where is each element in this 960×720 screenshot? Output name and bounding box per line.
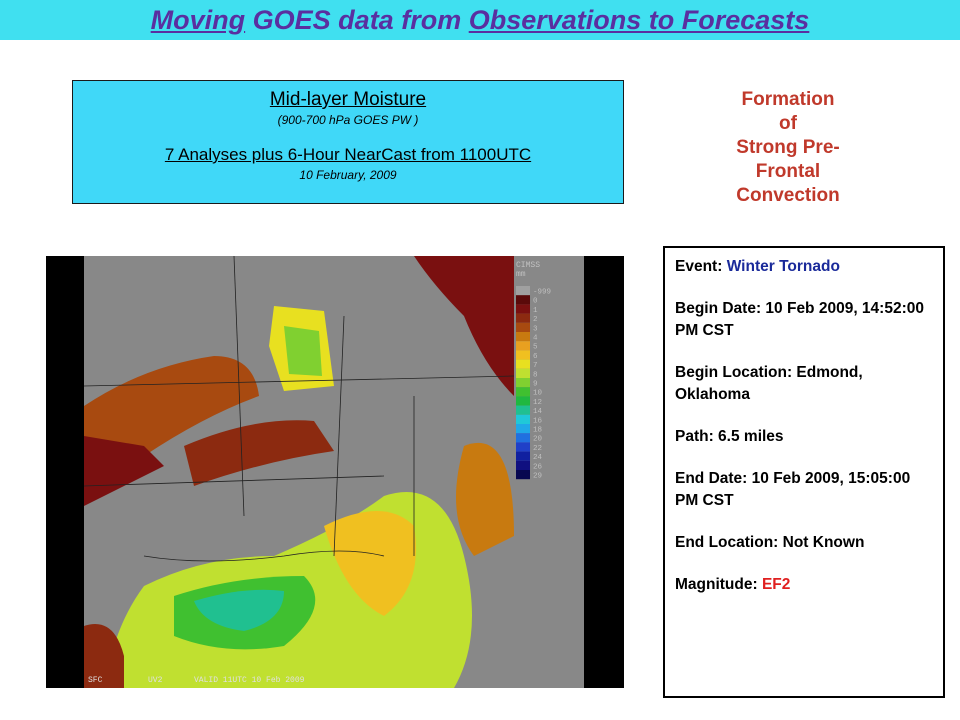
moisture-layer: (900-700 hPa GOES PW ) bbox=[73, 113, 623, 127]
legend-label: 2 bbox=[533, 316, 538, 324]
legend-swatch bbox=[516, 433, 530, 442]
legend-swatch bbox=[516, 360, 530, 369]
legend-swatch bbox=[516, 341, 530, 350]
end-date: End Date: 10 Feb 2009, 15:05:00 PM CST bbox=[675, 468, 933, 512]
event-line: Event: Winter Tornado bbox=[675, 256, 933, 278]
moisture-map: CIMSS mm -999 0 1 2 3 4 5 6 7 8 9 10 12 14 16 18 20 22 24 2… bbox=[84, 256, 584, 688]
legend-swatch bbox=[516, 396, 530, 405]
legend-label: 20 bbox=[533, 436, 543, 444]
legend-label: 24 bbox=[533, 454, 543, 462]
legend-swatch bbox=[516, 378, 530, 387]
legend-swatch bbox=[516, 323, 530, 332]
end-location: End Location: Not Known bbox=[675, 532, 933, 554]
begin-date: Begin Date: 10 Feb 2009, 14:52:00 PM CST bbox=[675, 298, 933, 342]
event-info-box: Event: Winter Tornado Begin Date: 10 Feb… bbox=[663, 246, 945, 698]
legend-header-mm: mm bbox=[516, 270, 526, 279]
formation-line-1: Formation bbox=[690, 88, 886, 112]
legend-label: 7 bbox=[533, 362, 538, 370]
map-footer-uv2: UV2 bbox=[148, 676, 163, 685]
legend-label: 4 bbox=[533, 335, 538, 343]
magnitude-value: EF2 bbox=[762, 576, 790, 593]
map-footer-sfc: SFC bbox=[88, 676, 103, 685]
legend-swatch bbox=[516, 286, 530, 295]
legend-header-cimss: CIMSS bbox=[516, 261, 540, 270]
analysis-date: 10 February, 2009 bbox=[73, 168, 623, 182]
legend-label: 14 bbox=[533, 408, 543, 416]
legend-swatch bbox=[516, 452, 530, 461]
legend-swatch bbox=[516, 415, 530, 424]
legend-swatch bbox=[516, 387, 530, 396]
formation-caption: Formation of Strong Pre- Frontal Convect… bbox=[690, 88, 886, 208]
moisture-caption-box: Mid-layer Moisture (900-700 hPa GOES PW … bbox=[72, 80, 624, 204]
moisture-region-lakes-inner bbox=[284, 326, 322, 376]
legend-label: 6 bbox=[533, 353, 538, 361]
legend-swatch bbox=[516, 350, 530, 359]
event-label: Event: bbox=[675, 258, 727, 275]
magnitude-line: Magnitude: EF2 bbox=[675, 574, 933, 596]
legend-label: 10 bbox=[533, 390, 543, 398]
legend-label: 1 bbox=[533, 307, 538, 315]
formation-line-3: Strong Pre- bbox=[690, 136, 886, 160]
legend-label: 8 bbox=[533, 371, 538, 379]
slide-title: Moving GOES data from Observations to Fo… bbox=[0, 0, 960, 40]
analyses-description: 7 Analyses plus 6-Hour NearCast from 110… bbox=[73, 145, 623, 165]
legend-swatch bbox=[516, 314, 530, 323]
legend-swatch bbox=[516, 442, 530, 451]
legend-label: 3 bbox=[533, 325, 538, 333]
legend-label: 18 bbox=[533, 427, 542, 435]
moisture-title: Mid-layer Moisture bbox=[73, 89, 623, 111]
legend-label: 22 bbox=[533, 445, 542, 453]
formation-line-4: Frontal bbox=[690, 160, 886, 184]
title-part-obs-forecasts: Observations to Forecasts bbox=[469, 5, 810, 35]
legend-label: 16 bbox=[533, 417, 543, 425]
legend-label: 0 bbox=[533, 298, 538, 306]
legend-swatch bbox=[516, 295, 530, 304]
title-bar: Moving GOES data from Observations to Fo… bbox=[0, 0, 960, 40]
magnitude-label: Magnitude: bbox=[675, 576, 762, 593]
legend-label: 29 bbox=[533, 473, 542, 481]
legend-label: 9 bbox=[533, 381, 538, 389]
map-footer-valid: VALID 11UTC 10 Feb 2009 bbox=[194, 676, 305, 685]
event-value: Winter Tornado bbox=[727, 258, 840, 275]
legend-swatch bbox=[516, 304, 530, 313]
begin-location: Begin Location: Edmond, Oklahoma bbox=[675, 362, 933, 406]
legend-swatch bbox=[516, 406, 530, 415]
legend-swatch bbox=[516, 461, 530, 470]
legend-swatch bbox=[516, 424, 530, 433]
legend-swatch bbox=[516, 470, 530, 479]
title-part-moving: Moving bbox=[151, 5, 246, 35]
legend-swatch bbox=[516, 332, 530, 341]
legend-label: 5 bbox=[533, 344, 538, 352]
formation-line-5: Convection bbox=[690, 184, 886, 208]
legend-label: -999 bbox=[533, 289, 551, 297]
legend-label: 12 bbox=[533, 399, 542, 407]
formation-line-2: of bbox=[690, 112, 886, 136]
legend-label: 26 bbox=[533, 463, 543, 471]
path-length: Path: 6.5 miles bbox=[675, 426, 933, 448]
title-part-middle: GOES data from bbox=[245, 5, 469, 35]
moisture-map-image: CIMSS mm -999012345678910121416182022242… bbox=[84, 256, 584, 688]
legend-swatch bbox=[516, 369, 530, 378]
